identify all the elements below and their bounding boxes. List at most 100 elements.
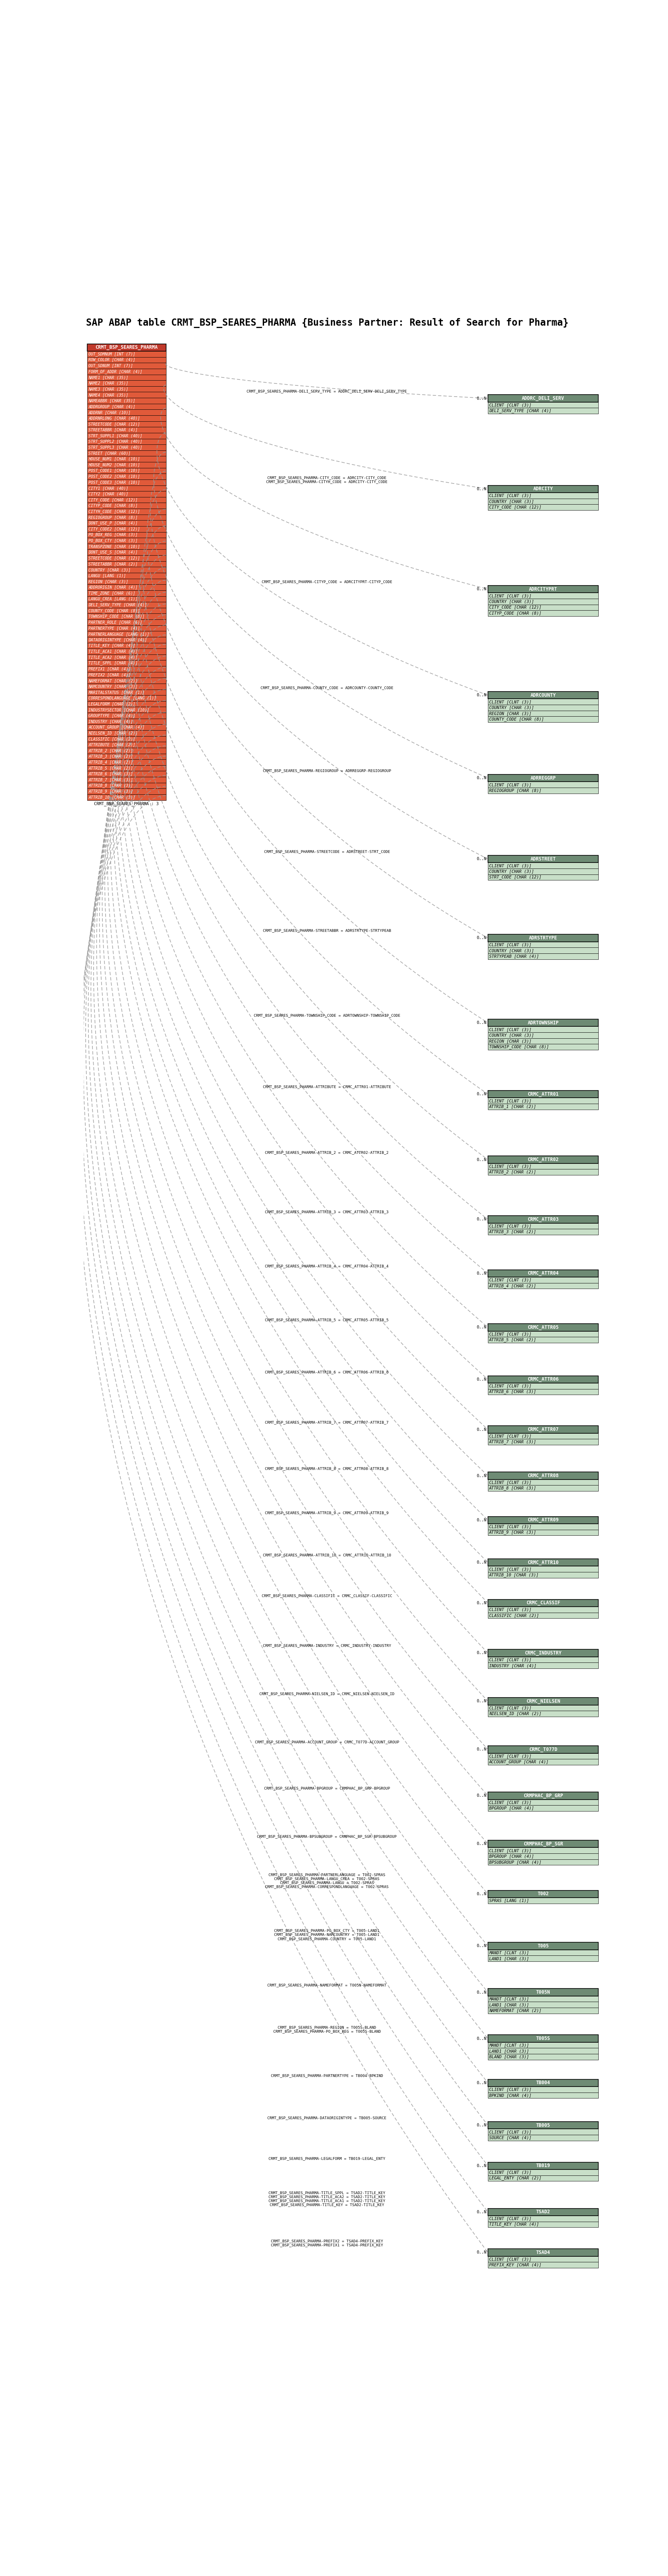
Text: CLIENT [CLNT (3)]: CLIENT [CLNT (3)] bbox=[489, 943, 532, 945]
Text: TITLE_ACA2 [CHAR (4)]: TITLE_ACA2 [CHAR (4)] bbox=[88, 654, 138, 659]
FancyBboxPatch shape bbox=[488, 855, 599, 863]
FancyBboxPatch shape bbox=[88, 747, 166, 755]
Text: CRMC_ATTR07: CRMC_ATTR07 bbox=[528, 1427, 558, 1432]
FancyBboxPatch shape bbox=[488, 716, 599, 721]
Text: CRMT_BSP_SEARES_PHARMA-ATTRIB_6 = CRMC_ATTR06-ATTRIB_6: CRMT_BSP_SEARES_PHARMA-ATTRIB_6 = CRMC_A… bbox=[265, 1370, 389, 1373]
FancyBboxPatch shape bbox=[88, 714, 166, 719]
FancyBboxPatch shape bbox=[88, 760, 166, 765]
Text: 0..N: 0..N bbox=[477, 2210, 487, 2213]
Text: 0..N: 0..N bbox=[477, 2081, 487, 2084]
Text: POST_CODE3 [CHAR (10)]: POST_CODE3 [CHAR (10)] bbox=[88, 479, 140, 484]
FancyBboxPatch shape bbox=[88, 755, 166, 760]
Text: 0..N: 0..N bbox=[477, 1793, 487, 1798]
FancyBboxPatch shape bbox=[88, 667, 166, 672]
Text: ATTRIB_7 [CHAR (3)]: ATTRIB_7 [CHAR (3)] bbox=[88, 778, 133, 783]
FancyBboxPatch shape bbox=[88, 719, 166, 724]
FancyBboxPatch shape bbox=[88, 613, 166, 618]
Text: PREFIX_KEY [CHAR (4)]: PREFIX_KEY [CHAR (4)] bbox=[489, 2262, 542, 2267]
FancyBboxPatch shape bbox=[88, 595, 166, 603]
FancyBboxPatch shape bbox=[488, 505, 599, 510]
FancyBboxPatch shape bbox=[88, 659, 166, 667]
Text: COUNTRY [CHAR (3)]: COUNTRY [CHAR (3)] bbox=[88, 567, 130, 572]
FancyBboxPatch shape bbox=[488, 484, 599, 492]
FancyBboxPatch shape bbox=[488, 1033, 599, 1038]
Text: DELI_SERV_TYPE [CHAR (4)]: DELI_SERV_TYPE [CHAR (4)] bbox=[489, 410, 551, 412]
FancyBboxPatch shape bbox=[88, 580, 166, 585]
FancyBboxPatch shape bbox=[488, 1950, 599, 1955]
Text: CLIENT [CLNT (3)]: CLIENT [CLNT (3)] bbox=[489, 1481, 532, 1484]
Text: T002: T002 bbox=[538, 1891, 549, 1896]
FancyBboxPatch shape bbox=[88, 507, 166, 515]
Text: OUT_SDMNUM [INT (7)]: OUT_SDMNUM [INT (7)] bbox=[88, 353, 135, 355]
FancyBboxPatch shape bbox=[88, 415, 166, 420]
Text: STREETCODE [CHAR (12)]: STREETCODE [CHAR (12)] bbox=[88, 422, 140, 425]
Text: COUNTRY [CHAR (3)]: COUNTRY [CHAR (3)] bbox=[489, 948, 534, 953]
FancyBboxPatch shape bbox=[488, 1432, 599, 1440]
FancyBboxPatch shape bbox=[488, 2215, 599, 2221]
Text: CLASSIFIC [CHAR (2)]: CLASSIFIC [CHAR (2)] bbox=[489, 1613, 539, 1618]
FancyBboxPatch shape bbox=[88, 706, 166, 714]
FancyBboxPatch shape bbox=[488, 492, 599, 500]
Text: SPRAS [LANG (1)]: SPRAS [LANG (1)] bbox=[489, 1899, 529, 1904]
FancyBboxPatch shape bbox=[88, 484, 166, 492]
FancyBboxPatch shape bbox=[88, 392, 166, 397]
Text: CRMT_BSP_SEARES_PHARMA-REGIOGROUP = ADRREGGRP-REGIOGROUP: CRMT_BSP_SEARES_PHARMA-REGIOGROUP = ADRR… bbox=[263, 770, 391, 773]
FancyBboxPatch shape bbox=[488, 1337, 599, 1342]
Text: CRMT_BSP_SEARES_PHARMA-TITLE_SPPL = TSAD2-TITLE_KEY: CRMT_BSP_SEARES_PHARMA-TITLE_SPPL = TSAD… bbox=[269, 2192, 385, 2195]
FancyBboxPatch shape bbox=[88, 677, 166, 683]
Text: 0..N: 0..N bbox=[477, 858, 487, 860]
Text: 0..N: 0..N bbox=[477, 2164, 487, 2169]
Text: NAMEABBR [CHAR (35)]: NAMEABBR [CHAR (35)] bbox=[88, 399, 135, 402]
Text: HOUSE_NUM1 [CHAR (10)]: HOUSE_NUM1 [CHAR (10)] bbox=[88, 456, 140, 461]
FancyBboxPatch shape bbox=[88, 636, 166, 644]
FancyBboxPatch shape bbox=[88, 386, 166, 392]
FancyBboxPatch shape bbox=[88, 497, 166, 502]
FancyBboxPatch shape bbox=[88, 420, 166, 428]
Text: LAND1 [CHAR (3)]: LAND1 [CHAR (3)] bbox=[489, 2002, 529, 2007]
Text: CLIENT [CLNT (3)]: CLIENT [CLNT (3)] bbox=[489, 1028, 532, 1030]
FancyBboxPatch shape bbox=[88, 474, 166, 479]
FancyBboxPatch shape bbox=[488, 394, 599, 402]
Text: CRMT_BSP_SEARES_PHARMA-COUNTRY = T005-LAND1: CRMT_BSP_SEARES_PHARMA-COUNTRY = T005-LA… bbox=[278, 1937, 376, 1940]
FancyBboxPatch shape bbox=[88, 368, 166, 374]
FancyBboxPatch shape bbox=[488, 2174, 599, 2182]
Text: CRMT_BSP_SEARES_PHARMA-DATAORIGINTYPE = TB005-SOURCE: CRMT_BSP_SEARES_PHARMA-DATAORIGINTYPE = … bbox=[267, 2115, 387, 2120]
Text: 0..N: 0..N bbox=[477, 1092, 487, 1097]
FancyBboxPatch shape bbox=[88, 765, 166, 770]
Text: LAND1 [CHAR (3)]: LAND1 [CHAR (3)] bbox=[489, 2048, 529, 2053]
FancyBboxPatch shape bbox=[88, 608, 166, 613]
FancyBboxPatch shape bbox=[88, 549, 166, 556]
Text: ACCOUNT_GROUP [CHAR (4)]: ACCOUNT_GROUP [CHAR (4)] bbox=[489, 1759, 549, 1765]
FancyBboxPatch shape bbox=[88, 701, 166, 706]
FancyBboxPatch shape bbox=[88, 520, 166, 526]
Text: NIELSEN_ID [CHAR (2)]: NIELSEN_ID [CHAR (2)] bbox=[88, 732, 138, 734]
FancyBboxPatch shape bbox=[488, 1440, 599, 1445]
Text: ROW_COLOR [CHAR (4)]: ROW_COLOR [CHAR (4)] bbox=[88, 358, 135, 363]
Text: DATAORIGINTYPE [CHAR (4)]: DATAORIGINTYPE [CHAR (4)] bbox=[88, 639, 147, 641]
FancyBboxPatch shape bbox=[488, 1705, 599, 1710]
Text: CRMT_BSP_SEARES_PHARMA-COUNTY_CODE = ADRCOUNTY-COUNTY_CODE: CRMT_BSP_SEARES_PHARMA-COUNTY_CODE = ADR… bbox=[261, 685, 393, 690]
Text: ADRSTRTYPE: ADRSTRTYPE bbox=[529, 935, 557, 940]
Text: BPSUBGROUP [CHAR (4)]: BPSUBGROUP [CHAR (4)] bbox=[489, 1860, 542, 1865]
Text: LANGU [LANG (1)]: LANGU [LANG (1)] bbox=[88, 574, 126, 577]
Text: 0..N: 0..N bbox=[477, 1991, 487, 1994]
Text: ATTRIB_5 [CHAR (2)]: ATTRIB_5 [CHAR (2)] bbox=[489, 1337, 536, 1342]
Text: SAP ABAP table CRMT_BSP_SEARES_PHARMA {Business Partner: Result of Search for Ph: SAP ABAP table CRMT_BSP_SEARES_PHARMA {B… bbox=[86, 317, 568, 327]
Text: CRMC_ATTR06: CRMC_ATTR06 bbox=[528, 1376, 558, 1381]
FancyBboxPatch shape bbox=[488, 2257, 599, 2262]
Text: CLIENT [CLNT (3)]: CLIENT [CLNT (3)] bbox=[489, 1754, 532, 1757]
Text: CITYP_CODE [CHAR (8)]: CITYP_CODE [CHAR (8)] bbox=[88, 502, 138, 507]
Text: ADDRC_DELI_SERV: ADDRC_DELI_SERV bbox=[522, 397, 564, 402]
FancyBboxPatch shape bbox=[488, 2208, 599, 2215]
Text: TITLE_KEY [CHAR (4)]: TITLE_KEY [CHAR (4)] bbox=[88, 644, 135, 647]
Text: FORM_OF_ADDR [CHAR (4)]: FORM_OF_ADDR [CHAR (4)] bbox=[88, 368, 142, 374]
FancyBboxPatch shape bbox=[488, 1899, 599, 1904]
FancyBboxPatch shape bbox=[88, 631, 166, 636]
Text: CRMC_ATTR02: CRMC_ATTR02 bbox=[528, 1157, 558, 1162]
Text: MANDT [CLNT (3)]: MANDT [CLNT (3)] bbox=[489, 2043, 529, 2048]
FancyBboxPatch shape bbox=[488, 592, 599, 598]
Text: GROUPTYPE [CHAR (4)]: GROUPTYPE [CHAR (4)] bbox=[88, 714, 135, 719]
Text: 0..N: 0..N bbox=[477, 1378, 487, 1381]
Text: CRMT_BSP_SEARES_PHARMA-PO_BOX_CTY = T005-LAND1: CRMT_BSP_SEARES_PHARMA-PO_BOX_CTY = T005… bbox=[275, 1929, 379, 1932]
Text: REGIOGROUP [CHAR (8)]: REGIOGROUP [CHAR (8)] bbox=[88, 515, 138, 520]
